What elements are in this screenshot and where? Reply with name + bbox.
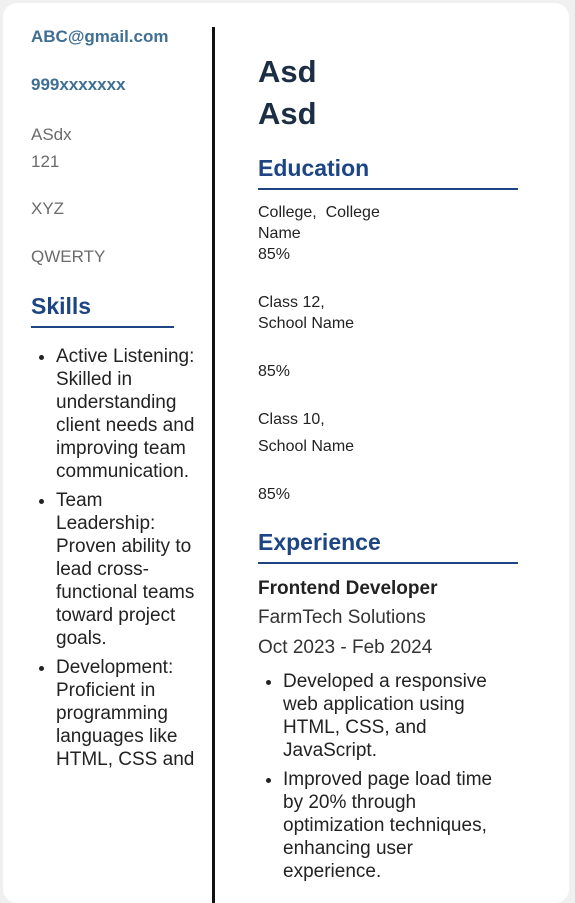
class10-line-2: School Name (258, 438, 355, 455)
list-item: Team Leadership: Proven ability to lead … (56, 489, 206, 650)
address-line-2: 121 (31, 152, 60, 171)
last-name: Asd (258, 96, 317, 131)
college-line-1: College, College (258, 204, 380, 221)
first-name: Asd (258, 54, 317, 89)
education-heading: Education (258, 155, 518, 190)
column-divider (212, 27, 215, 903)
phone-link[interactable]: 999xxxxxxx (31, 75, 126, 94)
education-class12: Class 12, School Name 85% (258, 292, 518, 382)
skills-list: Active Listening: Skilled in understandi… (31, 345, 206, 777)
list-item: Improved page load time by 20% through o… (283, 768, 513, 883)
city: XYZ (31, 199, 65, 218)
experience-points: Developed a responsive web application u… (258, 670, 513, 883)
class12-score: 85% (258, 363, 291, 380)
education-class10: Class 10, School Name 85% (258, 409, 518, 505)
college-line-2: Name (258, 225, 301, 242)
class10-score: 85% (258, 486, 291, 503)
skills-heading: Skills (31, 293, 174, 328)
experience-heading: Experience (258, 529, 518, 564)
education-college: College, College Name 85% (258, 202, 518, 265)
class12-line-2: School Name (258, 315, 355, 332)
list-item: Development: Proficient in programming l… (56, 656, 206, 771)
resume-card: ABC@gmail.com 999xxxxxxx ASdx 121 XYZ QW… (3, 3, 569, 903)
class12-line-1: Class 12, (258, 294, 325, 311)
address-line-1: ASdx (31, 125, 72, 144)
job-dates: Oct 2023 - Feb 2024 (258, 637, 433, 658)
state: QWERTY (31, 247, 106, 266)
job-title: Frontend Developer (258, 578, 438, 599)
email-link[interactable]: ABC@gmail.com (31, 27, 169, 46)
main-content: Asd Asd Education College, College Name … (258, 51, 518, 889)
company-name: FarmTech Solutions (258, 607, 426, 628)
class10-line-1: Class 10, (258, 411, 325, 428)
list-item: Developed a responsive web application u… (283, 670, 513, 762)
college-score: 85% (258, 246, 291, 263)
list-item: Active Listening: Skilled in understandi… (56, 345, 206, 483)
